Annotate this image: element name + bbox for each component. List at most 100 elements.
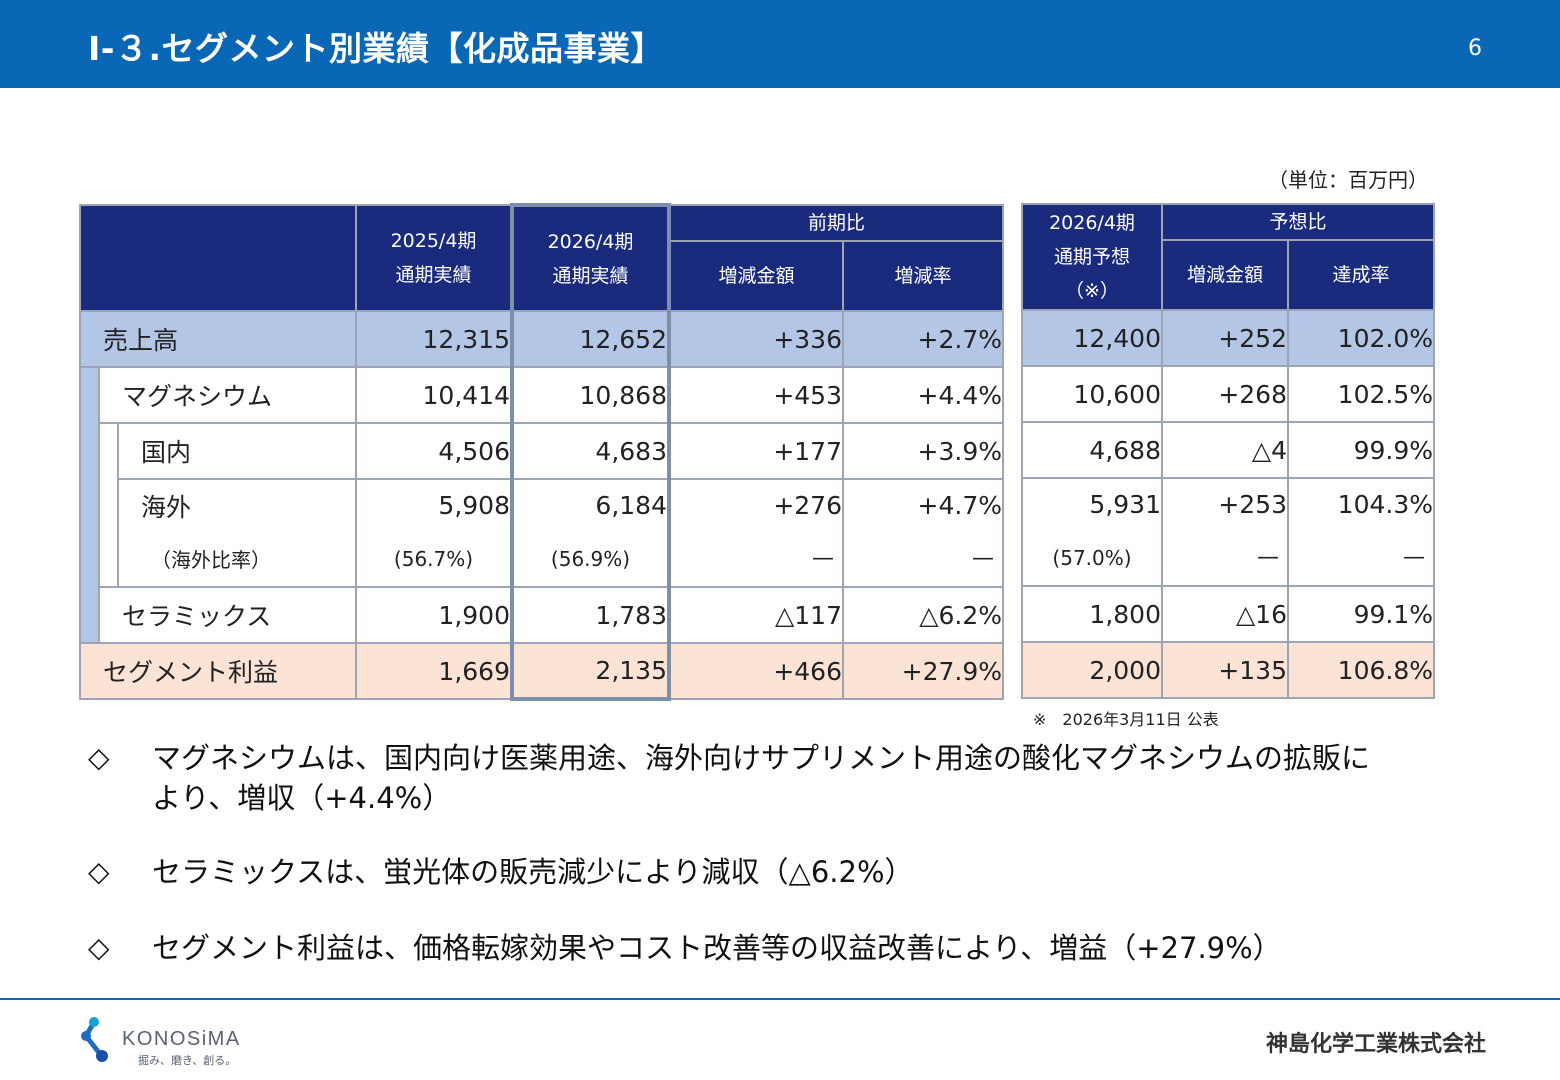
cell-fy2025: 12,315 [355, 310, 513, 368]
cell-vs-amount: △16 [1161, 585, 1289, 643]
cell-yoy-rate: △6.2% [842, 586, 1004, 644]
cell-yoy-amount: +177 [668, 422, 844, 480]
cell-forecast: 4,688 [1021, 421, 1163, 479]
row-label: 国内 [117, 422, 357, 480]
bullet-text: セラミックスは、蛍光体の販売減少により減収（△6.2%） [152, 855, 914, 889]
diamond-icon: ◇ [88, 855, 110, 888]
table-row: セグメント利益 1,669 2,135 +466 +27.9% [79, 642, 1004, 701]
forecast-row: 1,800 △16 99.1% [1021, 585, 1435, 643]
company-logo: KONOSiMA 掘み、磨き、創る。 [76, 1014, 276, 1070]
cell-achievement: — [1287, 530, 1435, 587]
cell-forecast: 10,600 [1021, 365, 1163, 423]
bullet-item: ◇ セラミックスは、蛍光体の販売減少により減収（△6.2%） [88, 852, 914, 892]
diamond-icon: ◇ [88, 931, 110, 964]
cell-achievement: 102.5% [1287, 365, 1435, 423]
cell-fy2025: 4,506 [355, 422, 513, 480]
header-bar [0, 0, 1560, 88]
cell-fy2026: (56.9%) [510, 531, 671, 588]
forecast-row: 12,400 +252 102.0% [1021, 309, 1435, 367]
row-label: 売上高 [79, 310, 357, 368]
cell-vs-amount: +252 [1161, 309, 1289, 367]
row-label: セラミックス [98, 586, 357, 644]
header-vs-forecast: 予想比 [1161, 203, 1435, 241]
header-fy2026: 2026/4期 通期実績 [510, 203, 671, 312]
cell-yoy-rate: +4.4% [842, 366, 1004, 424]
cell-forecast: 2,000 [1021, 641, 1163, 699]
header-forecast: 2026/4期 通期予想 （※） [1021, 203, 1163, 311]
bullet-item: ◇ セグメント利益は、価格転嫁効果やコスト改善等の収益改善により、増益（+27.… [88, 928, 1282, 968]
header-yoy: 前期比 [668, 204, 1004, 242]
cell-yoy-amount: +276 [668, 478, 844, 531]
cell-yoy-rate: +3.9% [842, 422, 1004, 480]
cell-fy2026: 6,184 [510, 478, 671, 531]
table-row: 売上高 12,315 12,652 +336 +2.7% [79, 310, 1004, 368]
cell-fy2026: 1,783 [510, 586, 671, 644]
cell-achievement: 99.1% [1287, 585, 1435, 643]
unit-label: （単位：百万円） [1268, 168, 1428, 192]
table-row: 海外 5,908 6,184 +276 +4.7% [80, 478, 1004, 531]
diamond-icon: ◇ [88, 741, 110, 774]
cell-forecast: 12,400 [1021, 309, 1163, 367]
forecast-table: 2026/4期 通期予想 （※） 予想比 増減金額 達成率 12,400 +25… [1021, 203, 1435, 699]
header-yoy-amount: 増減金額 [668, 240, 844, 312]
forecast-row: 4,688 △4 99.9% [1021, 421, 1435, 479]
table-row: 国内 4,506 4,683 +177 +3.9% [80, 422, 1004, 588]
header-blank [79, 204, 357, 312]
cell-forecast: (57.0%) [1021, 530, 1163, 587]
cell-yoy-amount: — [668, 531, 844, 588]
footer-divider [0, 998, 1560, 1000]
cell-fy2026: 10,868 [510, 366, 671, 424]
cell-achievement: 99.9% [1287, 421, 1435, 479]
cell-achievement: 106.8% [1287, 641, 1435, 699]
cell-vs-amount: +268 [1161, 365, 1289, 423]
bullet-text: セグメント利益は、価格転嫁効果やコスト改善等の収益改善により、増益（+27.9%… [152, 931, 1282, 965]
table-row: （海外比率） (56.7%) (56.9%) — — [80, 531, 1004, 588]
cell-vs-amount: +253 [1161, 477, 1289, 530]
forecast-row: 5,931 +253 104.3% [1021, 477, 1435, 530]
cell-fy2025: 1,669 [355, 642, 513, 700]
cell-forecast: 1,800 [1021, 585, 1163, 643]
bullet-text: マグネシウムは、国内向け医薬用途、海外向けサプリメント用途の酸化マグネシウムの拡… [152, 741, 1371, 815]
cell-forecast: 5,931 [1021, 477, 1163, 530]
cell-fy2025: 10,414 [355, 366, 513, 424]
molecule-icon [81, 1017, 108, 1062]
header-vs-amount: 増減金額 [1161, 239, 1289, 311]
cell-vs-amount: +135 [1161, 641, 1289, 699]
indent-spacer [98, 422, 119, 588]
logo-tagline: 掘み、磨き、創る。 [138, 1054, 237, 1067]
cell-yoy-amount: △117 [668, 586, 844, 644]
header-achievement: 達成率 [1287, 239, 1435, 311]
cell-vs-amount: △4 [1161, 421, 1289, 479]
bullet-item: ◇ マグネシウムは、国内向け医薬用途、海外向けサプリメント用途の酸化マグネシウム… [88, 738, 1382, 818]
cell-fy2025: (56.7%) [355, 531, 513, 588]
cell-fy2026: 4,683 [510, 422, 671, 480]
cell-achievement: 104.3% [1287, 477, 1435, 530]
company-name: 神島化学工業株式会社 [1265, 1032, 1486, 1057]
cell-fy2026: 12,652 [510, 310, 671, 368]
logo-wordmark: KONOSiMA [122, 1028, 241, 1050]
row-label: マグネシウム [98, 366, 357, 424]
header-fy2025: 2025/4期 通期実績 [355, 204, 513, 312]
cell-yoy-amount: +453 [668, 366, 844, 424]
cell-yoy-rate: — [842, 531, 1004, 588]
indent-band [79, 366, 100, 644]
forecast-note: ※ 2026年3月11日 公表 [1033, 710, 1219, 729]
cell-yoy-amount: +466 [668, 642, 844, 700]
row-label: セグメント利益 [79, 642, 357, 700]
cell-fy2026: 2,135 [510, 642, 671, 701]
cell-yoy-amount: +336 [668, 310, 844, 368]
forecast-row: 2,000 +135 106.8% [1021, 641, 1435, 699]
row-label: （海外比率） [117, 531, 357, 588]
forecast-row: (57.0%) — — [1021, 530, 1435, 587]
slide-title: Ⅰ-３.セグメント別業績【化成品事業】 [88, 29, 665, 68]
cell-achievement: 102.0% [1287, 309, 1435, 367]
forecast-row: 10,600 +268 102.5% [1021, 365, 1435, 423]
table-row: マグネシウム 10,414 10,868 +453 +4.4% [79, 366, 1004, 644]
cell-yoy-rate: +2.7% [842, 310, 1004, 368]
header-yoy-rate: 増減率 [842, 240, 1004, 312]
cell-yoy-rate: +4.7% [842, 478, 1004, 531]
cell-fy2025: 5,908 [355, 478, 513, 531]
cell-fy2025: 1,900 [355, 586, 513, 644]
table-row: セラミックス 1,900 1,783 △117 △6.2% [80, 586, 1004, 644]
page-number: 6 [1468, 36, 1482, 61]
